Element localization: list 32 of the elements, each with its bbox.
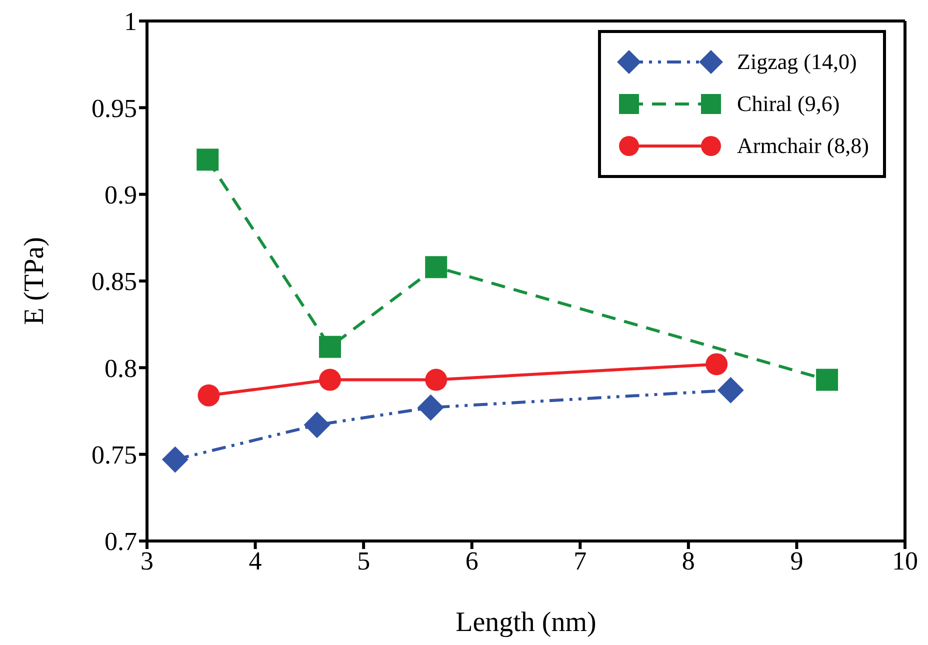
y-tick-label: 0.95: [92, 94, 137, 123]
y-tick-label: 0.85: [92, 267, 137, 296]
point: [304, 412, 330, 438]
x-tick-label: 9: [790, 546, 804, 576]
point: [706, 353, 728, 376]
x-axis-title: Length (nm): [456, 607, 596, 638]
x-tick-label: 8: [682, 546, 695, 576]
y-axis-title: E (TPa): [18, 237, 50, 325]
legend-label: Chiral (9,6): [737, 91, 840, 117]
point: [198, 384, 220, 406]
x-tick-label: 3: [140, 546, 154, 576]
x-tick-label: 6: [465, 546, 478, 576]
y-tick-label: 0.8: [104, 354, 137, 383]
y-tick-label: 0.9: [104, 180, 137, 210]
point: [319, 336, 342, 358]
point: [816, 368, 838, 391]
y-tick-label: 1: [124, 7, 137, 36]
point: [319, 368, 342, 391]
y-tick-label: 0.75: [92, 440, 137, 470]
point: [162, 446, 188, 473]
x-tick-label: 7: [574, 546, 587, 576]
point: [425, 256, 448, 278]
x-tick-label: 4: [248, 546, 262, 576]
point: [418, 394, 444, 421]
point: [425, 368, 448, 391]
point: [196, 148, 219, 171]
x-tick-label: 10: [892, 546, 918, 576]
point: [717, 377, 744, 404]
legend-label: Zigzag (14,0): [737, 49, 857, 75]
legend-label: Armchair (8,8): [737, 133, 869, 159]
y-tick-label: 0.7: [104, 527, 137, 556]
x-tick-label: 5: [357, 546, 370, 576]
